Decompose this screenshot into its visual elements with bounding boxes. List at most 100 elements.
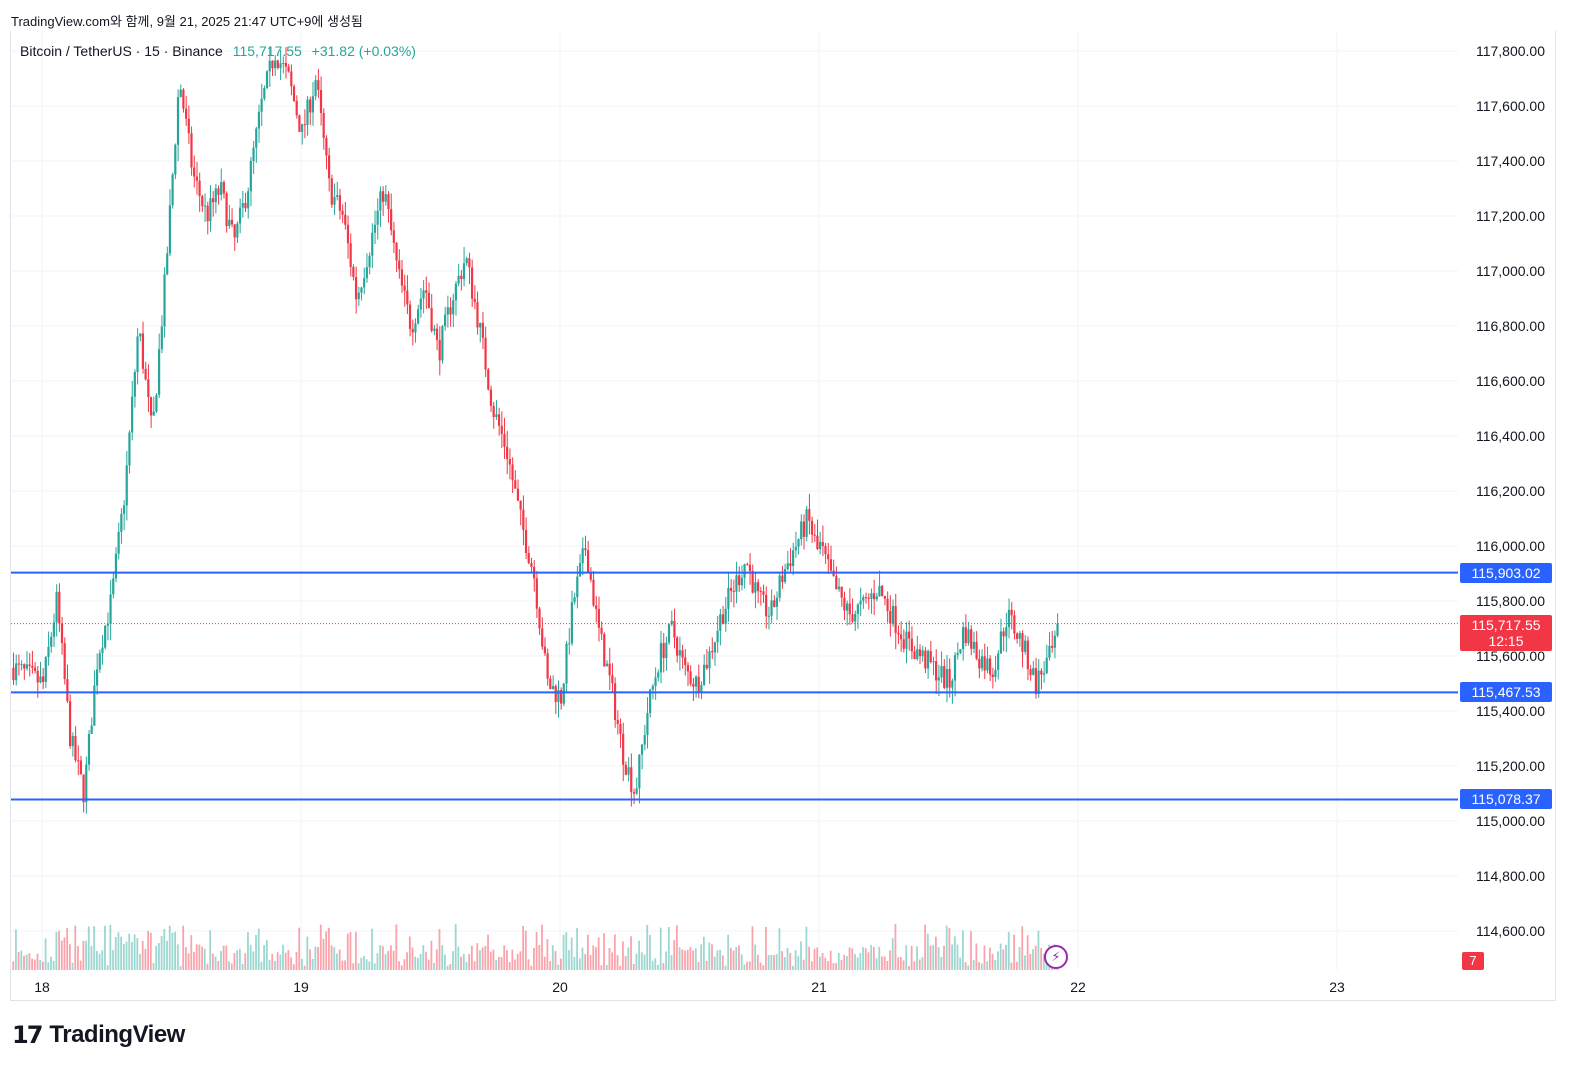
candle-body	[581, 548, 584, 564]
volume-bar	[937, 947, 940, 970]
candle-body	[945, 669, 949, 688]
candle-body	[79, 760, 82, 775]
lightning-icon[interactable]: ⚡	[1044, 945, 1068, 969]
volume-bar	[613, 934, 616, 970]
candle-body	[975, 641, 978, 659]
candle-body	[419, 298, 422, 310]
candle-body	[411, 328, 414, 333]
volume-bar	[665, 951, 668, 970]
price-tick-label: 114,800.00	[1476, 868, 1545, 884]
level-price-tag: 115,078.37	[1460, 789, 1552, 810]
volume-bar	[913, 961, 916, 970]
volume-bar	[1018, 947, 1021, 970]
candle-body	[282, 62, 285, 64]
candle-body	[155, 394, 158, 412]
candle-body	[66, 679, 69, 702]
volume-bar	[845, 956, 848, 970]
volume-bar	[740, 954, 743, 970]
candle-body	[541, 628, 544, 647]
candle-body	[344, 214, 347, 225]
volume-bar	[541, 924, 543, 970]
time-axis: 18 19 20 21 22 23	[34, 979, 1345, 995]
volume-bar	[392, 950, 395, 970]
candle-body	[77, 760, 80, 762]
candle-body	[964, 627, 967, 644]
candle-body	[400, 269, 404, 286]
candle-body	[843, 597, 846, 611]
candle-body	[562, 683, 565, 704]
volume-bar	[28, 953, 31, 970]
volume-bar	[816, 947, 819, 970]
candle-body	[33, 667, 37, 671]
candle-body	[770, 600, 773, 616]
volume-bar	[754, 944, 757, 970]
volume-bar	[748, 961, 751, 970]
candle-body	[28, 664, 31, 666]
alert-badge[interactable]: 7	[1462, 952, 1484, 970]
candle-body	[122, 505, 126, 514]
candle-body	[684, 657, 687, 665]
candle-body	[997, 653, 1000, 670]
volume-bar	[786, 947, 789, 970]
candle-body	[549, 678, 552, 690]
candle-body	[290, 71, 293, 87]
volume-bar	[211, 953, 214, 970]
price-chart[interactable]: 117,800.00 117,600.00 117,400.00 117,200.00…	[0, 0, 1582, 1010]
volume-bar	[889, 950, 891, 970]
candle-body	[346, 224, 350, 244]
candle-body	[287, 66, 290, 72]
candle-body	[349, 243, 352, 267]
volume-bar	[589, 955, 592, 970]
volume-bar	[90, 945, 93, 970]
candle-body	[1013, 615, 1016, 634]
volume-bar	[751, 926, 754, 970]
candle-body	[52, 622, 55, 637]
candle-body	[90, 725, 93, 734]
volume-bar	[878, 947, 881, 970]
candle-body	[560, 690, 563, 704]
candle-body	[168, 205, 172, 254]
volume-bar	[678, 947, 681, 970]
volume-bar	[93, 926, 96, 970]
candle-body	[58, 591, 61, 624]
candle-body	[390, 209, 393, 231]
volume-bar	[17, 952, 20, 970]
volume-bar	[182, 925, 185, 970]
volume-bar	[705, 960, 708, 970]
volume-bar	[918, 959, 921, 970]
candle-body	[228, 219, 231, 227]
candle-body	[543, 646, 547, 654]
candle-body	[220, 182, 223, 195]
volume-bar	[646, 924, 649, 970]
candle-body	[859, 600, 862, 605]
volume-bar	[586, 934, 589, 970]
candle-body	[921, 650, 924, 657]
candle-body	[20, 664, 23, 666]
candle-body	[862, 597, 865, 601]
volume-bar	[133, 934, 136, 970]
volume-bar	[908, 965, 910, 970]
symbol-legend[interactable]: Bitcoin / TetherUS · 15 · Binance 115,71…	[20, 43, 416, 59]
price-tick-label: 117,600.00	[1476, 98, 1545, 114]
volume-bar	[597, 937, 600, 970]
volume-bar	[997, 951, 999, 970]
volume-bar	[1021, 926, 1024, 970]
candle-body	[430, 307, 433, 331]
candle-body	[152, 411, 155, 416]
candle-body	[1053, 635, 1056, 648]
volume-bar	[673, 940, 676, 970]
volume-bar	[495, 959, 498, 970]
volume-bar	[419, 954, 422, 970]
volume-bar	[608, 947, 611, 970]
candle-body	[195, 176, 198, 181]
volume-bar	[357, 963, 360, 970]
candle-body	[864, 597, 868, 599]
candle-body	[751, 571, 754, 593]
volume-bar	[314, 946, 317, 970]
volume-bar	[66, 927, 69, 970]
candle-body	[93, 685, 96, 726]
volume-bar	[163, 928, 166, 970]
candle-body	[611, 675, 614, 684]
candle-body	[392, 230, 395, 243]
volume-bar	[276, 952, 279, 970]
